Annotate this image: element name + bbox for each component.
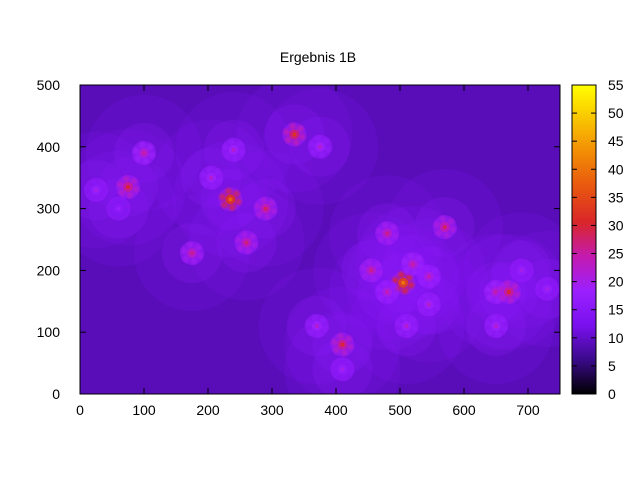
colorbar-frame xyxy=(571,84,597,395)
x-tick-label: 700 xyxy=(516,402,540,418)
y-tick-label: 0 xyxy=(52,386,60,402)
y-tick-label: 100 xyxy=(37,324,61,340)
y-tick-label: 200 xyxy=(37,262,61,278)
cluster-halo xyxy=(489,230,560,347)
cluster xyxy=(199,165,224,190)
heatmap-area xyxy=(80,85,560,394)
cluster xyxy=(304,314,329,339)
chart-title: Ergebnis 1B xyxy=(280,49,356,65)
colorbar-tick-label: 30 xyxy=(608,217,624,233)
cluster xyxy=(330,357,355,382)
cluster xyxy=(253,196,278,221)
cluster xyxy=(116,174,140,199)
cluster xyxy=(132,140,156,165)
y-tick-label: 400 xyxy=(37,139,61,155)
cluster xyxy=(234,230,259,255)
x-tick-label: 0 xyxy=(76,402,84,418)
x-tick-label: 200 xyxy=(196,402,220,418)
x-tick-label: 300 xyxy=(260,402,284,418)
cluster xyxy=(432,215,457,240)
y-axis: 0 100 200 300 400 500 xyxy=(37,77,560,402)
x-axis: 0 100 200 300 400 500 600 700 xyxy=(76,85,540,418)
y-tick-label: 500 xyxy=(37,77,61,93)
cluster xyxy=(509,258,534,283)
colorbar-tick-label: 25 xyxy=(608,246,624,262)
colorbar-tick-label: 15 xyxy=(608,302,624,318)
colorbar-tick-label: 20 xyxy=(608,274,624,290)
x-tick-label: 100 xyxy=(132,402,156,418)
colorbar-tick-label: 35 xyxy=(608,189,624,205)
x-tick-label: 500 xyxy=(388,402,412,418)
cluster xyxy=(330,332,355,357)
cluster xyxy=(282,122,307,147)
colorbar-tick-label: 50 xyxy=(608,105,624,121)
x-tick-label: 600 xyxy=(452,402,476,418)
cluster xyxy=(496,280,521,305)
cluster xyxy=(484,314,508,339)
cluster xyxy=(106,196,131,221)
cluster xyxy=(84,178,108,203)
colorbar-ticks: 0 5 10 15 20 25 30 35 40 45 50 55 xyxy=(572,77,624,402)
colorbar: 0 5 10 15 20 25 30 35 40 45 50 55 xyxy=(571,77,624,402)
colorbar-tick-label: 40 xyxy=(608,161,624,177)
cluster xyxy=(535,276,560,301)
cluster xyxy=(218,187,243,212)
colorbar-tick-label: 55 xyxy=(608,77,624,93)
cluster xyxy=(375,280,400,305)
cluster xyxy=(416,292,441,317)
colorbar-tick-label: 5 xyxy=(608,358,616,374)
cluster xyxy=(359,258,384,283)
colorbar-tick-label: 10 xyxy=(608,330,624,346)
cluster xyxy=(416,264,441,289)
y-tick-label: 300 xyxy=(37,201,61,217)
cluster xyxy=(375,221,400,246)
colorbar-tick-label: 45 xyxy=(608,133,624,149)
cluster xyxy=(180,241,204,266)
x-tick-label: 400 xyxy=(324,402,348,418)
cluster xyxy=(221,137,246,162)
cluster xyxy=(308,134,332,159)
cluster xyxy=(394,314,419,339)
colorbar-gradient xyxy=(572,85,596,394)
plot-frame xyxy=(79,84,561,395)
colorbar-tick-label: 0 xyxy=(608,386,616,402)
